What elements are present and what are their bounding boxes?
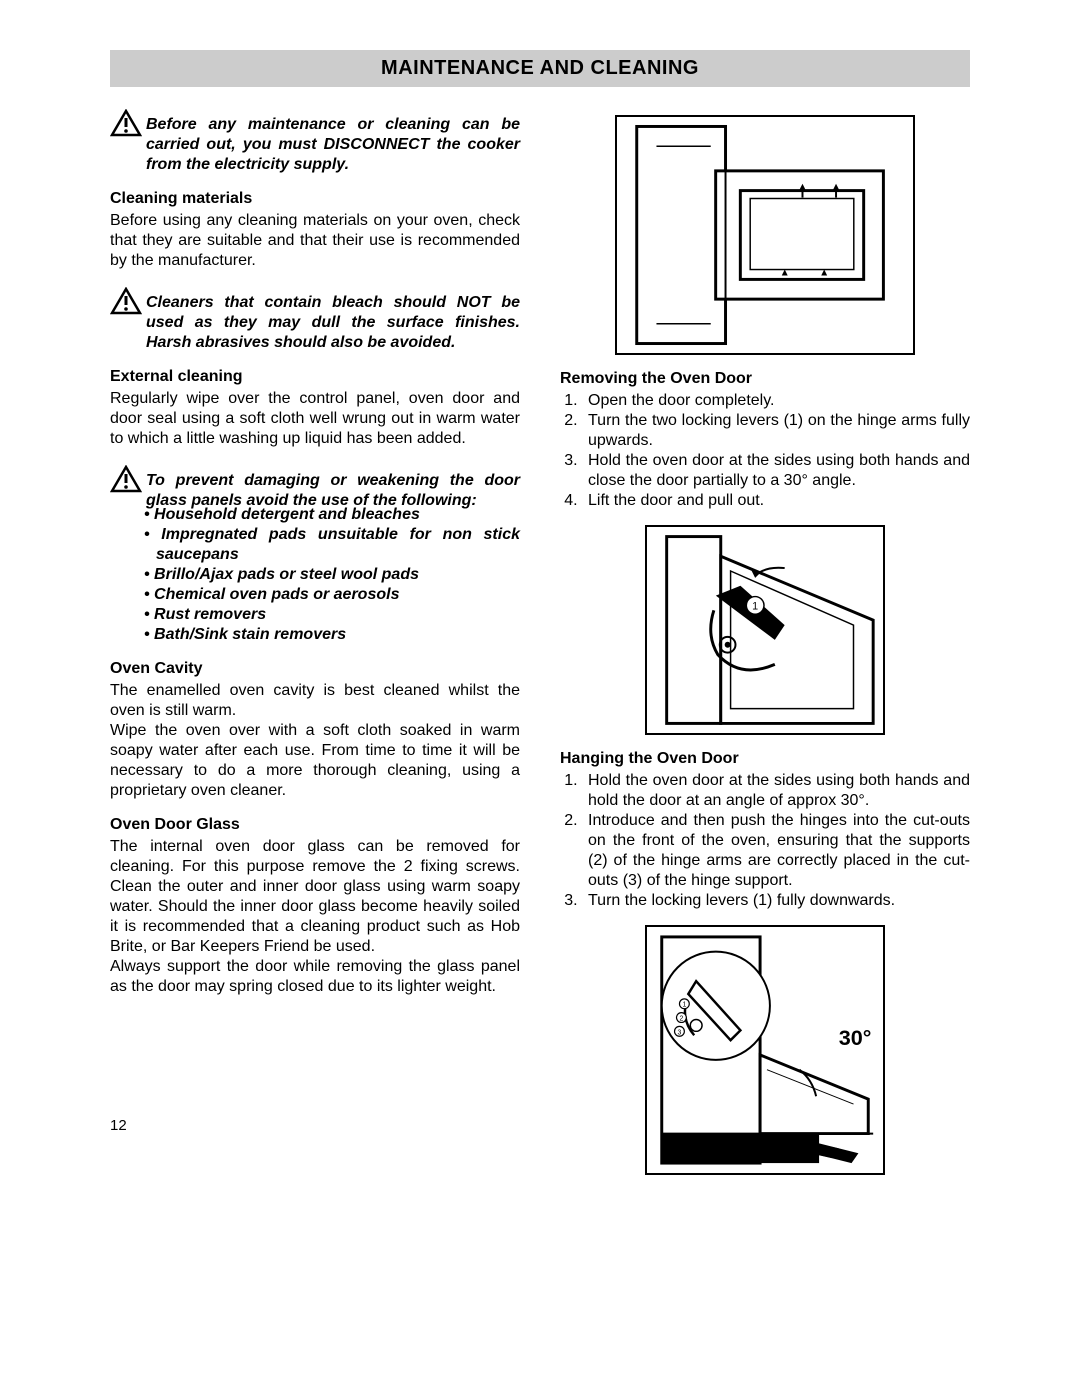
svg-text:2: 2: [680, 1016, 684, 1023]
list-item: Impregnated pads unsuitable for non stic…: [144, 525, 520, 565]
list-item: Lift the door and pull out.: [582, 491, 970, 511]
heading-hanging-door: Hanging the Oven Door: [560, 749, 970, 769]
remove-steps: Open the door completely. Turn the two l…: [560, 391, 970, 511]
para-external-cleaning: Regularly wipe over the control panel, o…: [110, 389, 520, 449]
svg-text:1: 1: [682, 1002, 686, 1009]
section-title: MAINTENANCE AND CLEANING: [110, 50, 970, 87]
heading-oven-cavity: Oven Cavity: [110, 659, 520, 679]
warning-text: Cleaners that contain bleach should NOT …: [146, 293, 520, 353]
heading-removing-door: Removing the Oven Door: [560, 369, 970, 389]
list-item: Bath/Sink stain removers: [144, 625, 520, 645]
warning-text: Before any maintenance or cleaning can b…: [146, 115, 520, 175]
warning-disconnect: Before any maintenance or cleaning can b…: [110, 115, 520, 175]
figure-door-angle: 1 2 3 30°: [645, 925, 885, 1175]
heading-cleaning-materials: Cleaning materials: [110, 189, 520, 209]
para-oven-cavity-1: The enamelled oven cavity is best cleane…: [110, 681, 520, 721]
heading-external-cleaning: External cleaning: [110, 367, 520, 387]
figure-oven-door-open: [615, 115, 915, 355]
angle-label: 30°: [839, 1025, 872, 1050]
list-item: Hold the oven door at the sides using bo…: [582, 451, 970, 491]
list-item: Introduce and then push the hinges into …: [582, 811, 970, 891]
para-cleaning-materials: Before using any cleaning materials on y…: [110, 211, 520, 271]
page-number: 12: [110, 1117, 520, 1136]
warning-icon: [110, 109, 142, 137]
para-oven-cavity-2: Wipe the oven over with a soft cloth soa…: [110, 721, 520, 801]
list-item: Turn the locking levers (1) fully downwa…: [582, 891, 970, 911]
list-item: Rust removers: [144, 605, 520, 625]
svg-text:3: 3: [678, 1029, 682, 1036]
hang-steps: Hold the oven door at the sides using bo…: [560, 771, 970, 911]
para-door-glass-1: The internal oven door glass can be remo…: [110, 837, 520, 957]
warning-icon: [110, 465, 142, 493]
two-column-layout: Before any maintenance or cleaning can b…: [110, 115, 970, 1189]
figure-hinge-lever: 1: [645, 525, 885, 735]
list-item: Brillo/Ajax pads or steel wool pads: [144, 565, 520, 585]
heading-oven-door-glass: Oven Door Glass: [110, 815, 520, 835]
warning-icon: [110, 287, 142, 315]
warning-bleach: Cleaners that contain bleach should NOT …: [110, 293, 520, 353]
svg-text:1: 1: [752, 600, 758, 612]
avoid-list: Household detergent and bleaches Impregn…: [110, 505, 520, 645]
para-door-glass-2: Always support the door while removing t…: [110, 957, 520, 997]
list-item: Open the door completely.: [582, 391, 970, 411]
left-column: Before any maintenance or cleaning can b…: [110, 115, 520, 1189]
right-column: Removing the Oven Door Open the door com…: [560, 115, 970, 1189]
list-item: Hold the oven door at the sides using bo…: [582, 771, 970, 811]
list-item: Turn the two locking levers (1) on the h…: [582, 411, 970, 451]
list-item: Chemical oven pads or aerosols: [144, 585, 520, 605]
